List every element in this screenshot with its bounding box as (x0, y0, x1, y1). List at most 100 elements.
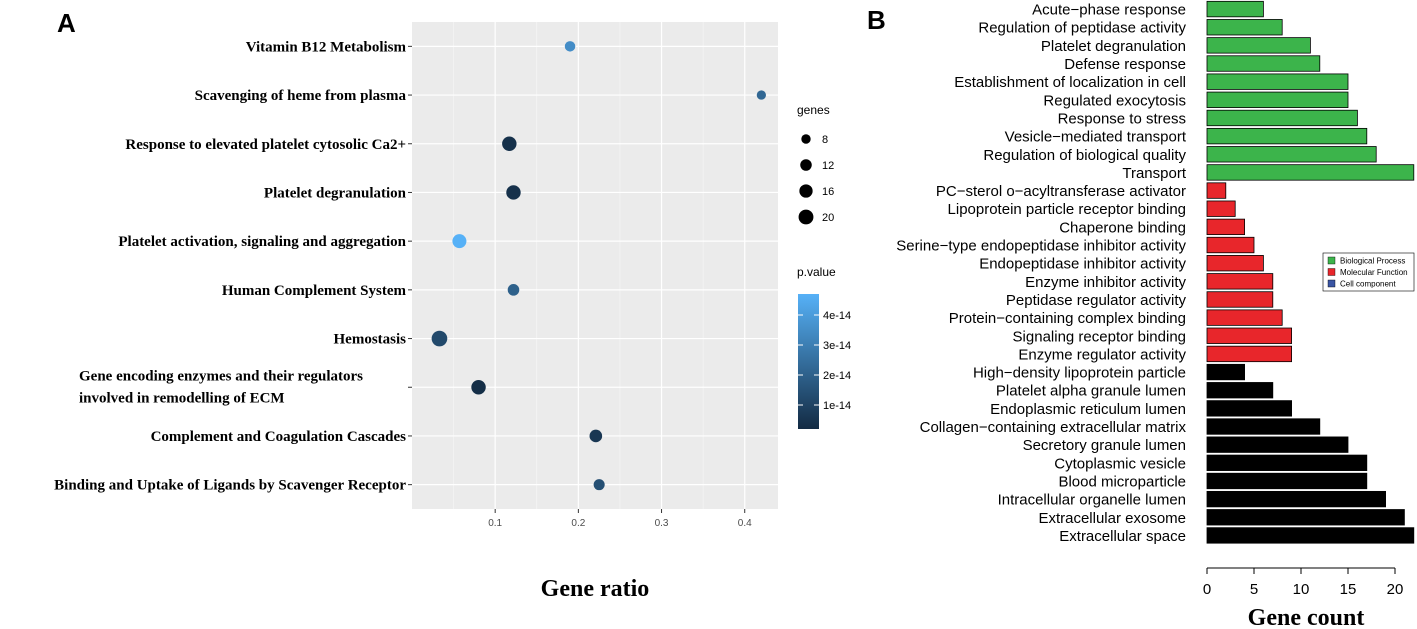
bar (1206, 363, 1245, 381)
bar-category-label: Platelet alpha granule lumen (996, 383, 1186, 400)
bar (1206, 55, 1321, 72)
data-point (507, 284, 520, 296)
dot-plot-x-axis: 0.1 0.2 0.3 0.4 (488, 509, 752, 529)
bar-category-label: Peptidase regulator activity (1006, 292, 1187, 309)
bar-category-label: Cytoplasmic vesicle (1054, 455, 1186, 472)
panel-label-a: A (57, 8, 76, 38)
bar-category-label: Response to stress (1058, 110, 1186, 127)
bar (1206, 73, 1349, 90)
bar-category-label: Regulation of biological quality (983, 147, 1186, 164)
bar (1206, 164, 1415, 181)
category-label: Hemostasis (334, 332, 407, 348)
x-tick-label: 20 (1387, 581, 1404, 598)
bar (1206, 291, 1274, 308)
bar-category-label: Regulation of peptidase activity (978, 20, 1186, 37)
category-label-line: involved in remodelling of ECM (79, 390, 285, 406)
bar-category-label: Extracellular space (1059, 528, 1186, 545)
category-label: Scavenging of heme from plasma (195, 88, 407, 104)
bar (1206, 309, 1283, 326)
panel-label-b: B (867, 5, 886, 35)
bar-category-label: Establishment of localization in cell (954, 74, 1186, 91)
bar (1206, 200, 1236, 217)
size-legend-label: 16 (822, 186, 834, 198)
bar-category-label: Intracellular organelle lumen (998, 492, 1186, 509)
x-tick-label: 0 (1203, 581, 1211, 598)
colorbar-label: 2e-14 (823, 370, 851, 382)
pvalue-colorbar (798, 294, 819, 429)
size-legend-label: 20 (822, 212, 834, 224)
bar (1206, 436, 1349, 453)
data-point (431, 330, 448, 347)
bar (1206, 146, 1377, 163)
bar (1206, 37, 1311, 54)
data-point (502, 136, 517, 151)
category-legend: Biological Process Molecular Function Cell… (1322, 252, 1415, 292)
category-label-line: Gene encoding enzymes and their regulato… (79, 368, 363, 384)
bar-category-label: Chaperone binding (1059, 219, 1186, 236)
data-point (593, 479, 605, 491)
size-legend-dot (801, 134, 811, 144)
category-label: Gene encoding enzymes and their regulato… (79, 368, 363, 406)
bar (1206, 19, 1283, 36)
dot-plot-points (431, 41, 766, 491)
bar-category-label: Vesicle−mediated transport (1005, 129, 1187, 146)
bar (1206, 327, 1292, 344)
size-legend-label: 8 (822, 134, 828, 146)
bar (1206, 382, 1274, 399)
pvalue-color-legend: p.value 4e-14 3e-14 2e-14 1e-14 (797, 265, 851, 429)
x-tick-label: 10 (1293, 581, 1310, 598)
dot-plot-x-label: Gene ratio (541, 576, 650, 602)
size-legend-dot (800, 159, 812, 171)
bar-category-label: Defense response (1064, 56, 1186, 73)
category-legend-swatch (1327, 279, 1336, 288)
bar-category-label: PC−sterol o−acyltransferase activator (936, 183, 1186, 200)
category-legend-label: Biological Process (1340, 257, 1405, 266)
bar (1206, 454, 1368, 471)
colorbar-label: 1e-14 (823, 400, 851, 412)
bar (1206, 91, 1349, 108)
bar (1206, 182, 1227, 199)
dot-plot-category-labels: Vitamin B12 Metabolism Scavenging of heme… (54, 39, 412, 494)
bar (1206, 109, 1358, 127)
bar-category-label: Secretory granule lumen (1023, 437, 1186, 454)
category-label: Platelet activation, signaling and aggre… (118, 234, 406, 250)
bar-category-label: Protein−containing complex binding (949, 310, 1186, 327)
genes-size-legend: genes 8 12 16 20 (797, 103, 834, 225)
bar-category-label: Serine−type endopeptidase inhibitor acti… (896, 238, 1186, 255)
bar (1206, 472, 1368, 490)
genes-legend-title: genes (797, 103, 830, 117)
bar (1206, 509, 1405, 526)
category-legend-swatch (1327, 256, 1336, 265)
bar (1206, 400, 1292, 417)
category-label: Vitamin B12 Metabolism (246, 39, 407, 55)
category-label: Human Complement System (222, 283, 407, 299)
colorbar-label: 4e-14 (823, 310, 851, 322)
x-tick-label: 0.4 (738, 518, 752, 529)
bar (1206, 527, 1415, 544)
bar (1206, 273, 1274, 290)
colorbar-label: 3e-14 (823, 340, 851, 352)
size-legend-dot (799, 184, 813, 198)
category-label: Response to elevated platelet cytosolic … (125, 137, 406, 153)
bar-category-label: Collagen−containing extracellular matrix (920, 419, 1187, 436)
x-tick-label: 15 (1340, 581, 1357, 598)
bar-category-label: Endoplasmic reticulum lumen (990, 401, 1186, 418)
category-legend-label: Cell component (1340, 280, 1396, 289)
data-point (564, 41, 576, 52)
bar-category-label: Blood microparticle (1058, 473, 1186, 490)
data-point (506, 185, 521, 200)
bar-chart-x-label: Gene count (1248, 605, 1365, 629)
bar (1206, 255, 1264, 272)
bar-category-label: High−density lipoprotein particle (973, 365, 1186, 382)
bar (1206, 218, 1245, 236)
bar-category-label: Extracellular exosome (1038, 510, 1186, 527)
category-label: Binding and Uptake of Ligands by Scaveng… (54, 478, 406, 494)
category-legend-box (1322, 252, 1415, 292)
category-label: Complement and Coagulation Cascades (151, 429, 407, 445)
bar-category-label: Lipoprotein particle receptor binding (948, 201, 1186, 218)
bar-category-label: Transport (1122, 165, 1186, 182)
bar-chart-x-axis: 0 5 10 15 20 (1203, 567, 1404, 598)
x-tick-label: 0.1 (488, 518, 502, 529)
pvalue-legend-title: p.value (797, 265, 836, 279)
